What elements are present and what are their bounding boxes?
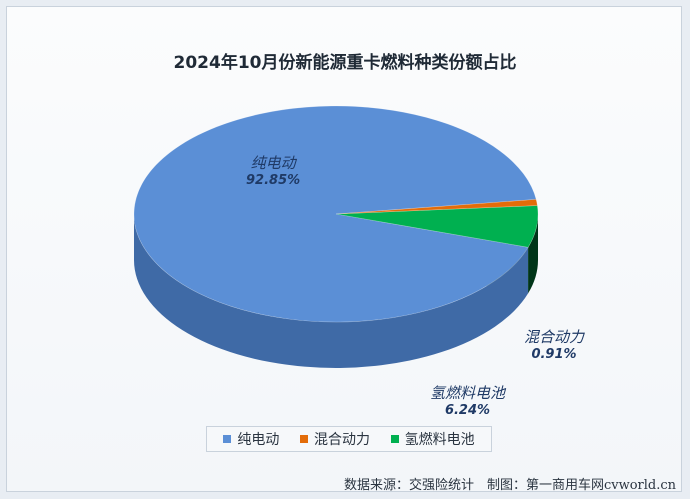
slice-label-pure-electric: 纯电动 92.85%	[246, 152, 300, 188]
slice-name: 混合动力	[524, 328, 585, 346]
slice-label-hydrogen: 氢燃料电池 6.24%	[430, 382, 505, 418]
slice-percent: 0.91%	[531, 347, 577, 362]
slice-name: 氢燃料电池	[430, 384, 506, 402]
side-pure-electric	[134, 214, 529, 368]
legend-label: 氢燃料电池	[404, 432, 475, 448]
slice-hydrogen[interactable]	[335, 205, 539, 248]
legend-swatch	[299, 435, 308, 443]
slice-percent: 92.85%	[246, 173, 301, 188]
slice-percent: 6.24%	[444, 403, 491, 418]
side-hydrogen	[528, 214, 538, 294]
slice-label-hybrid: 混合动力 0.91%	[524, 326, 584, 362]
chart-legend: 纯电动 混合动力 氢燃料电池	[206, 426, 492, 452]
legend-swatch	[390, 435, 399, 443]
chart-title: 2024年10月份新能源重卡燃料种类份额占比	[173, 53, 517, 73]
slice-name: 纯电动	[250, 154, 296, 172]
legend-item-pure-electric[interactable]: 纯电动	[223, 429, 279, 449]
legend-item-hybrid[interactable]: 混合动力	[299, 429, 370, 449]
slice-pure-electric[interactable]	[133, 105, 537, 323]
legend-label: 纯电动	[237, 432, 280, 448]
source-note: 数据来源：交强险统计 制图：第一商用车网cvworld.cn	[343, 478, 676, 493]
legend-swatch	[223, 435, 232, 443]
legend-label: 混合动力	[313, 432, 370, 448]
legend-item-hydrogen[interactable]: 氢燃料电池	[390, 429, 475, 449]
slice-hybrid[interactable]	[335, 199, 538, 215]
